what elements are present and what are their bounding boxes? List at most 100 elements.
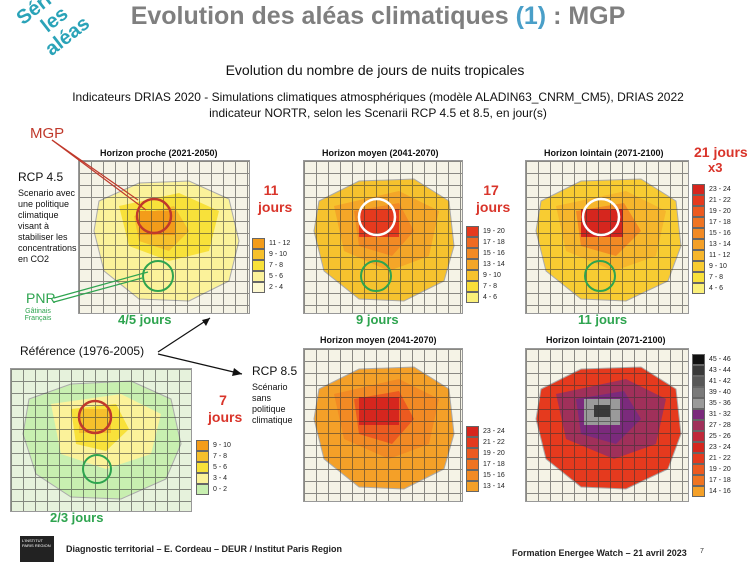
legend-label: 19 - 20 xyxy=(709,208,731,215)
legend-row: 17 - 18 xyxy=(692,475,731,486)
legend-swatch xyxy=(692,206,705,217)
map3-caption: Horizon lointain (2071-2100) xyxy=(544,148,664,158)
legend-row: 11 - 12 xyxy=(692,250,731,261)
legend-label: 9 - 10 xyxy=(213,442,231,449)
legend-label: 15 - 16 xyxy=(709,230,731,237)
legend-label: 2 - 4 xyxy=(269,284,284,291)
legend-row: 15 - 16 xyxy=(466,470,505,481)
legend-row: 21 - 22 xyxy=(692,195,731,206)
map5-image xyxy=(525,348,689,502)
map3-mgp-circle xyxy=(581,197,621,237)
legend-swatch xyxy=(252,249,265,260)
legend-label: 7 - 8 xyxy=(709,274,724,281)
legend-swatch xyxy=(466,292,479,303)
legend-row: 9 - 10 xyxy=(692,261,731,272)
rcp85-label: RCP 8.5 xyxy=(252,364,298,378)
legend-row: 13 - 14 xyxy=(466,259,505,270)
legend-swatch xyxy=(692,261,705,272)
legend-swatch xyxy=(692,376,705,387)
legend-swatch xyxy=(196,440,209,451)
legend-row: 15 - 16 xyxy=(466,248,505,259)
legend-label: 21 - 22 xyxy=(483,439,505,446)
map1-pnr-days: 4/5 jours xyxy=(118,312,172,327)
pnr-sub: Gâtinais Français xyxy=(24,308,52,322)
map4-legend: 23 - 24 21 - 22 19 - 20 17 - 18 15 - 16 13 - … xyxy=(466,426,505,492)
legend-label: 7 - 8 xyxy=(269,262,284,269)
legend-swatch xyxy=(692,272,705,283)
legend-row: 35 - 36 xyxy=(692,398,731,409)
legend-label: 17 - 18 xyxy=(483,461,505,468)
indicators-line-1: Indicateurs DRIAS 2020 - Simulations cli… xyxy=(72,90,684,104)
map1-mgp-circle xyxy=(135,197,173,235)
legend-swatch xyxy=(252,271,265,282)
legend-row: 9 - 10 xyxy=(466,270,505,281)
map2-pnr-days: 9 jours xyxy=(356,312,399,327)
legend-row: 17 - 18 xyxy=(466,237,505,248)
legend-row: 17 - 18 xyxy=(692,217,731,228)
legend-swatch xyxy=(196,451,209,462)
legend-swatch xyxy=(252,238,265,249)
legend-label: 11 - 12 xyxy=(269,240,291,247)
reference-legend: 9 - 10 7 - 8 5 - 6 3 - 4 0 - 2 xyxy=(196,440,231,495)
legend-label: 9 - 10 xyxy=(709,263,727,270)
legend-swatch xyxy=(692,228,705,239)
map1-legend: 11 - 12 9 - 10 7 - 8 5 - 6 2 - 4 xyxy=(252,238,290,293)
map2-mgp-circle xyxy=(357,197,397,237)
legend-label: 25 - 26 xyxy=(709,433,731,440)
map4-image xyxy=(303,348,463,502)
legend-label: 15 - 16 xyxy=(483,472,505,479)
legend-swatch xyxy=(466,270,479,281)
legend-swatch xyxy=(692,250,705,261)
pnr-arrows xyxy=(53,271,149,303)
legend-label: 14 - 16 xyxy=(709,488,731,495)
legend-swatch xyxy=(692,239,705,250)
subtitle: Evolution du nombre de jours de nuits tr… xyxy=(225,62,525,78)
legend-row: 21 - 22 xyxy=(692,453,731,464)
legend-swatch xyxy=(692,283,705,294)
reference-days: 7 jours xyxy=(208,392,243,425)
legend-label: 39 - 40 xyxy=(709,389,731,396)
legend-label: 41 - 42 xyxy=(709,378,731,385)
legend-label: 7 - 8 xyxy=(483,283,498,290)
legend-row: 2 - 4 xyxy=(252,282,290,293)
page-number: 7 xyxy=(700,548,704,555)
legend-swatch xyxy=(692,464,705,475)
rcp45-label: RCP 4.5 xyxy=(18,170,64,184)
legend-label: 9 - 10 xyxy=(483,272,501,279)
legend-swatch xyxy=(466,426,479,437)
legend-row: 23 - 24 xyxy=(692,442,731,453)
legend-label: 19 - 20 xyxy=(483,450,505,457)
legend-label: 17 - 18 xyxy=(483,239,505,246)
legend-swatch xyxy=(466,470,479,481)
legend-swatch xyxy=(692,486,705,497)
legend-row: 31 - 32 xyxy=(692,409,731,420)
map4-caption: Horizon moyen (2041-2070) xyxy=(320,335,437,345)
legend-swatch xyxy=(692,184,705,195)
legend-row: 39 - 40 xyxy=(692,387,731,398)
legend-swatch xyxy=(466,237,479,248)
legend-label: 45 - 46 xyxy=(709,356,731,363)
legend-row: 4 - 6 xyxy=(466,292,505,303)
map3-legend: 23 - 24 21 - 22 19 - 20 17 - 18 15 - 16 13 - … xyxy=(692,184,731,294)
legend-row: 7 - 8 xyxy=(692,272,731,283)
legend-row: 19 - 20 xyxy=(692,206,731,217)
legend-row: 19 - 20 xyxy=(692,464,731,475)
legend-label: 21 - 22 xyxy=(709,455,731,462)
legend-label: 21 - 22 xyxy=(709,197,731,204)
legend-swatch xyxy=(466,448,479,459)
legend-row: 11 - 12 xyxy=(252,238,290,249)
legend-label: 19 - 20 xyxy=(709,466,731,473)
legend-swatch xyxy=(692,453,705,464)
pnr-label: PNR xyxy=(26,290,56,306)
reference-map-image xyxy=(10,368,192,512)
legend-row: 17 - 18 xyxy=(466,459,505,470)
legend-label: 19 - 20 xyxy=(483,228,505,235)
legend-row: 9 - 10 xyxy=(196,440,231,451)
legend-label: 13 - 14 xyxy=(483,261,505,268)
rcp85-desc: Scénario sans politique climatique xyxy=(252,382,293,425)
legend-label: 31 - 32 xyxy=(709,411,731,418)
legend-row: 4 - 6 xyxy=(692,283,731,294)
legend-swatch xyxy=(692,387,705,398)
legend-label: 35 - 36 xyxy=(709,400,731,407)
legend-row: 7 - 8 xyxy=(466,281,505,292)
